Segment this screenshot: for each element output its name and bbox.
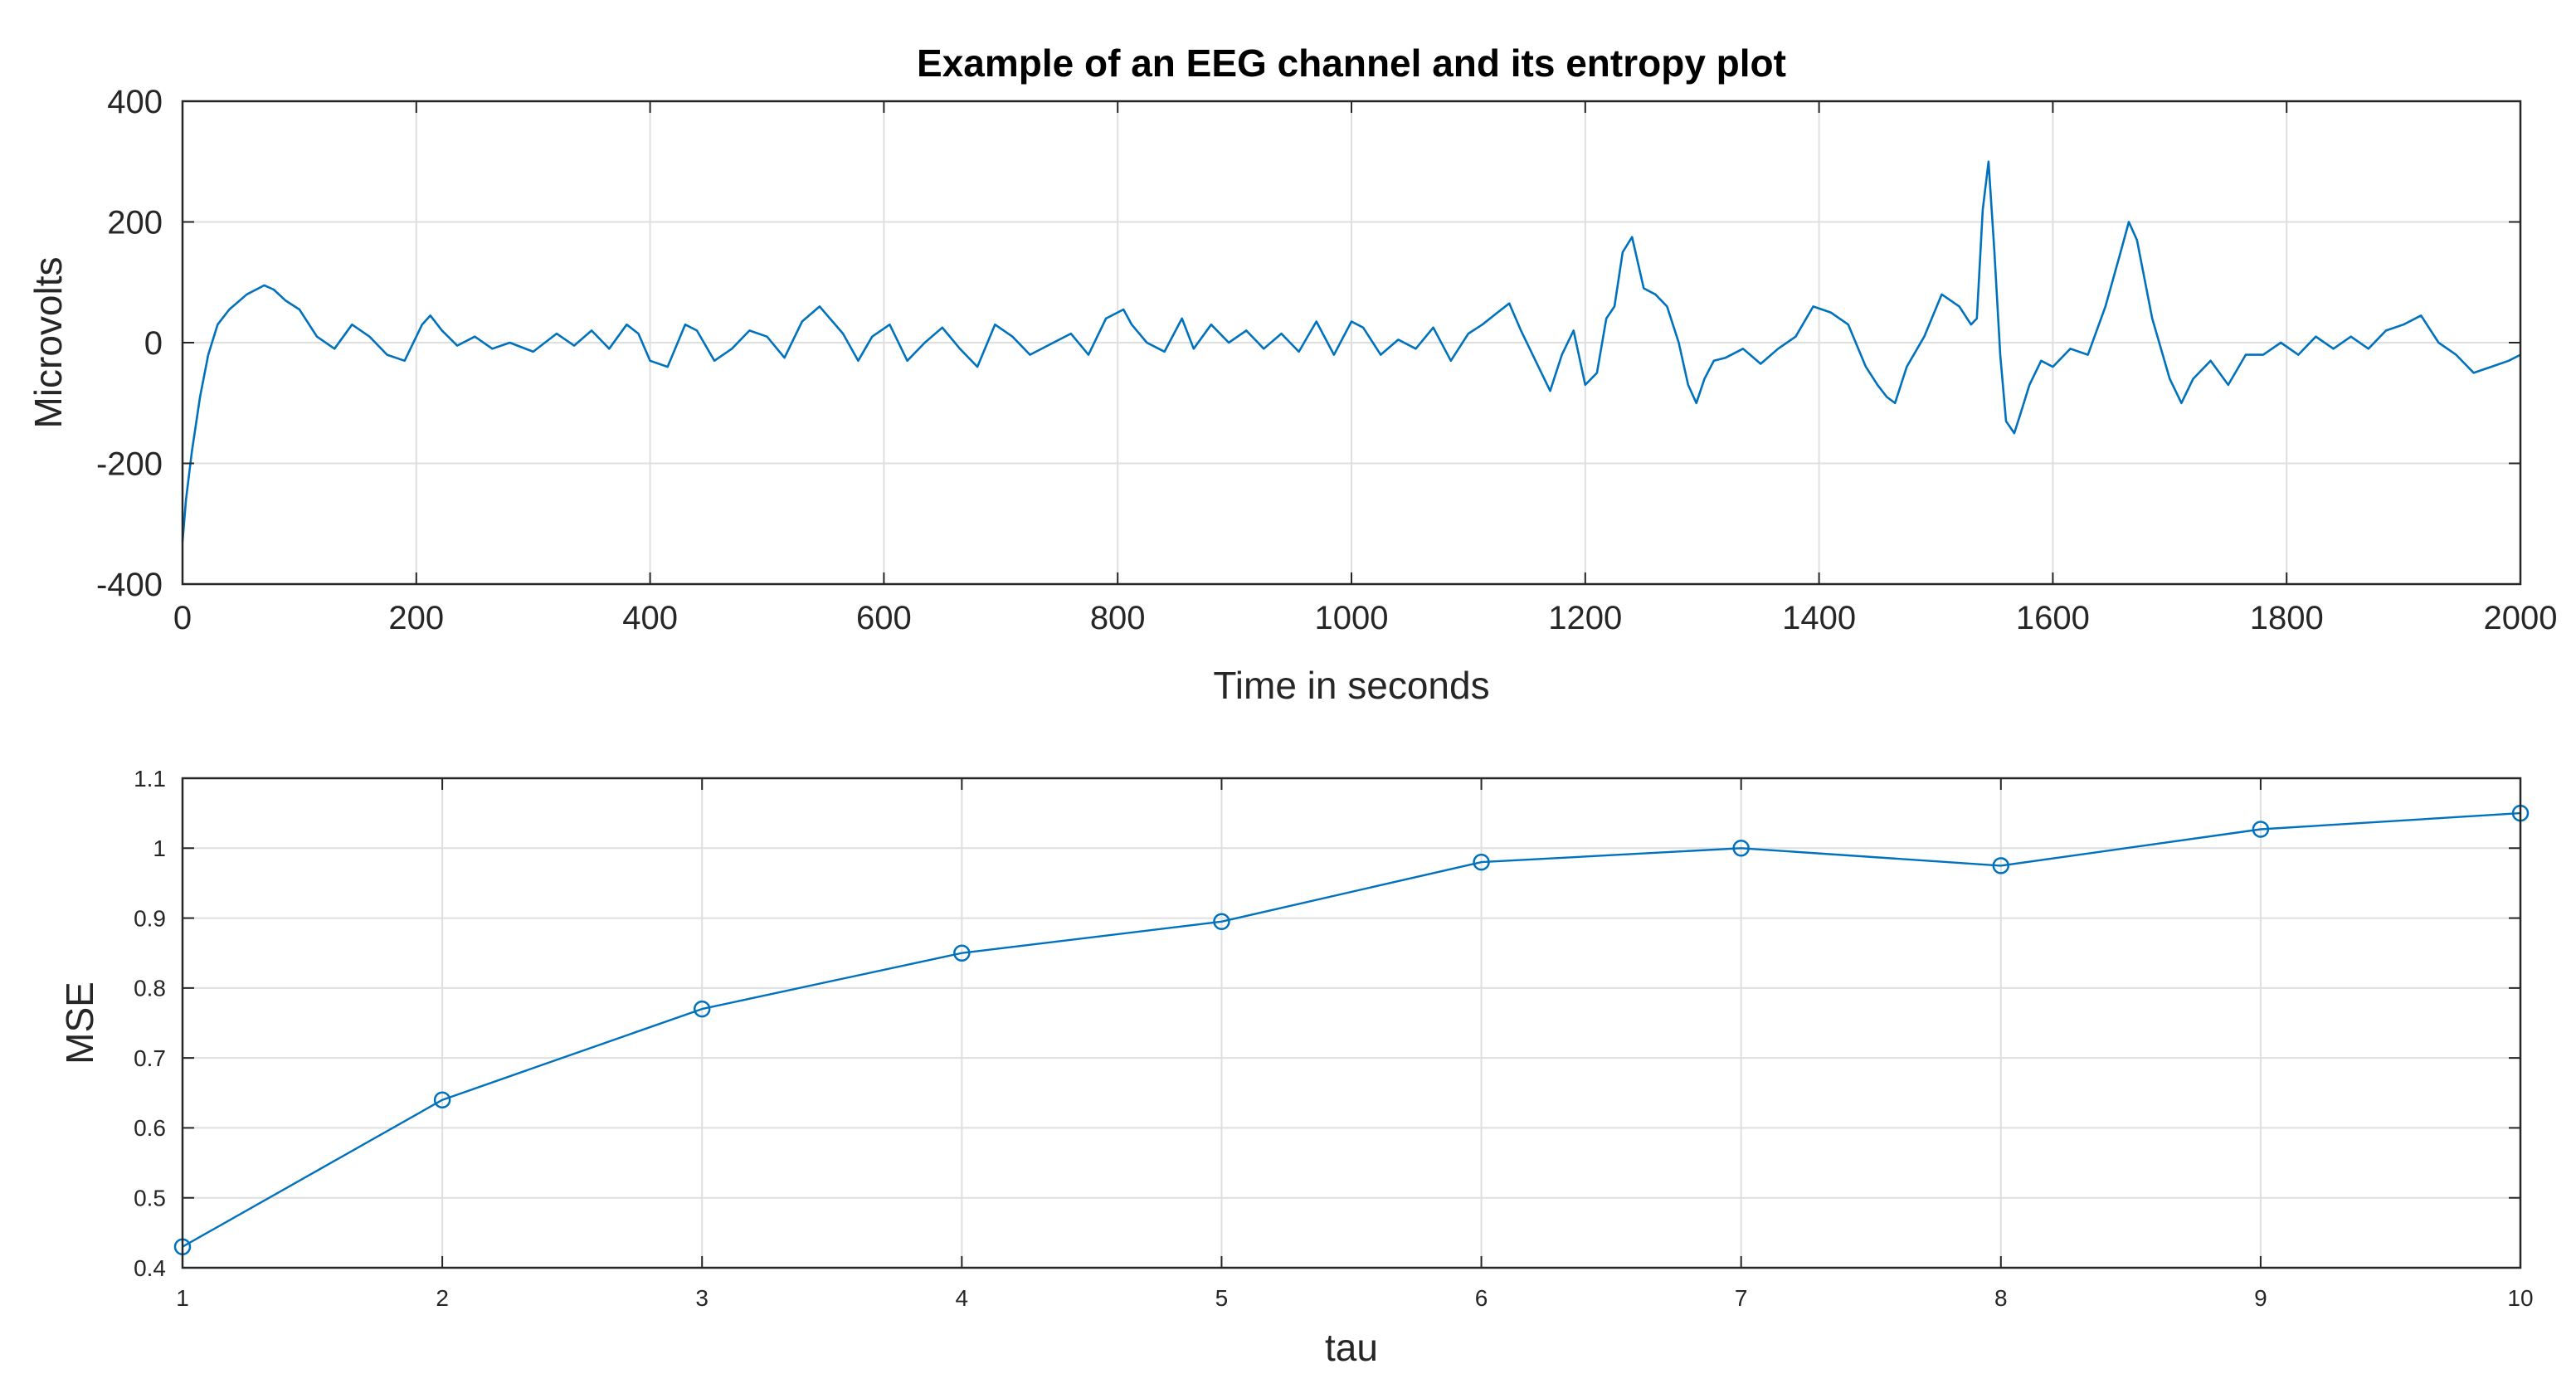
data-point-marker	[953, 944, 971, 962]
mse-axes-box	[181, 777, 2522, 1269]
x-tick-label: 1200	[1548, 600, 1622, 636]
data-point-marker	[1473, 853, 1490, 871]
x-tick-label: 0	[173, 600, 192, 636]
series-line-0	[182, 811, 2521, 1248]
y-tick-label: -400	[96, 567, 163, 603]
eeg-x-tick-labels: 0 200 400 600 800 1000 1200 1400 1600 1800 2000	[173, 600, 2558, 636]
y-tick-label: 0.9	[134, 905, 166, 931]
mse-y-tick-labels: 0.4 0.5 0.6 0.7 0.8 0.9 1 1.1	[134, 766, 166, 1281]
eeg-y-axis-label: Microvolts	[27, 256, 70, 428]
mse-ticks	[182, 777, 2521, 1269]
x-tick-label: 4	[956, 1285, 969, 1311]
x-tick-label: 9	[2254, 1285, 2267, 1311]
data-point-marker	[433, 1091, 451, 1108]
y-tick-label: 0.8	[134, 976, 166, 1001]
mse-axes: 1 2 3 4 5 6 7 8 9 10 0.4 0.5 0.6 0.7 0.8 0.9 1 1.1 tau M…	[58, 766, 2534, 1369]
x-tick-label: 200	[388, 600, 444, 636]
eeg-chart-title: Example of an EEG channel and its entrop…	[917, 41, 1786, 85]
mse-plot-area	[183, 778, 2520, 1268]
eeg-ticks	[182, 100, 2521, 585]
x-tick-label: 2000	[2484, 600, 2558, 636]
x-tick-label: 400	[622, 600, 678, 636]
x-tick-label: 5	[1215, 1285, 1229, 1311]
y-tick-label: 0	[144, 325, 163, 362]
x-tick-label: 10	[2507, 1285, 2533, 1311]
x-tick-label: 1000	[1315, 600, 1389, 636]
x-tick-label: 6	[1475, 1285, 1488, 1311]
x-tick-label: 3	[695, 1285, 709, 1311]
data-point-marker	[2252, 821, 2270, 838]
x-tick-label: 1600	[2016, 600, 2090, 636]
y-tick-label: 200	[107, 205, 163, 241]
x-tick-label: 8	[1994, 1285, 2008, 1311]
x-tick-label: 1	[176, 1285, 189, 1311]
x-tick-label: 600	[856, 600, 912, 636]
eeg-grid	[183, 101, 2520, 584]
data-point-marker	[1213, 913, 1230, 931]
mse-y-axis-label: MSE	[58, 982, 101, 1064]
eeg-x-axis-label: Time in seconds	[1213, 664, 1489, 707]
eeg-axes: 0 200 400 600 800 1000 1200 1400 1600 1800 2000 -4…	[27, 41, 2557, 707]
y-tick-label: 0.4	[134, 1255, 166, 1281]
y-tick-label: 0.7	[134, 1045, 166, 1071]
y-tick-label: 0.6	[134, 1115, 166, 1141]
mse-x-axis-label: tau	[1325, 1326, 1378, 1369]
eeg-series	[181, 160, 2521, 543]
data-point-marker	[1732, 840, 1750, 857]
x-tick-label: 7	[1735, 1285, 1748, 1311]
y-tick-label: -200	[96, 446, 163, 483]
data-point-marker	[693, 1000, 711, 1018]
x-tick-label: 1400	[1782, 600, 1856, 636]
x-tick-label: 800	[1090, 600, 1146, 636]
y-tick-label: 400	[107, 84, 163, 120]
data-point-marker	[1992, 857, 2010, 874]
y-tick-label: 0.5	[134, 1186, 166, 1211]
y-tick-label: 1	[153, 835, 166, 861]
x-tick-label: 2	[436, 1285, 449, 1311]
x-tick-label: 1800	[2250, 600, 2324, 636]
series-line-0	[181, 160, 2521, 543]
y-tick-label: 1.1	[134, 766, 166, 792]
mse-x-tick-labels: 1 2 3 4 5 6 7 8 9 10	[176, 1285, 2533, 1311]
eeg-y-tick-labels: -400 -200 0 200 400	[96, 84, 163, 603]
